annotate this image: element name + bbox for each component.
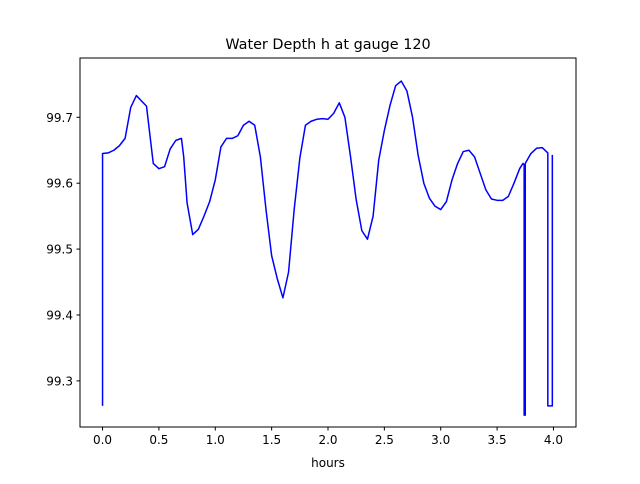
plot-area <box>101 80 554 416</box>
x-tick-label: 4.0 <box>544 433 563 447</box>
chart-title: Water Depth h at gauge 120 <box>225 37 430 53</box>
x-tick-label: 0.5 <box>149 433 168 447</box>
x-axis-label: hours <box>311 456 345 470</box>
x-tick-label: 3.0 <box>431 433 450 447</box>
x-tick-label: 0.0 <box>93 433 112 447</box>
y-tick-label: 99.5 <box>46 243 73 257</box>
x-tick-label: 1.0 <box>206 433 225 447</box>
x-tick-label: 1.5 <box>262 433 281 447</box>
series-line-0 <box>101 80 554 416</box>
y-tick-label: 99.4 <box>46 308 73 322</box>
x-tick-label: 3.5 <box>488 433 507 447</box>
y-tick-label: 99.7 <box>46 111 73 125</box>
x-tick-label: 2.5 <box>375 433 394 447</box>
x-tick-label: 2.0 <box>318 433 337 447</box>
y-tick-label: 99.6 <box>46 177 73 191</box>
y-tick-label: 99.3 <box>46 374 73 388</box>
y-axis: 99.3 99.4 99.5 99.6 99.7 <box>46 111 80 388</box>
x-axis: 0.0 0.5 1.0 1.5 2.0 2.5 3.0 3.5 4.0 <box>93 427 563 447</box>
